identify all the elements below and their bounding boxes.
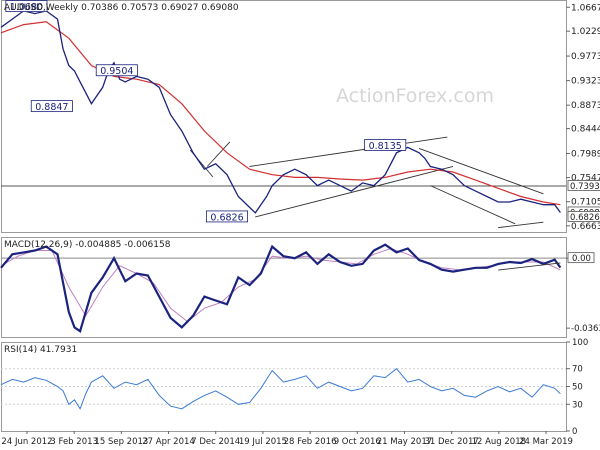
x-tick-label: 21 May 2017 xyxy=(377,437,432,447)
x-tick-label: 15 Sep 2013 xyxy=(94,437,148,447)
x-tick-label: 28 Feb 2016 xyxy=(284,437,337,447)
panel-title-price: AUDUSD,Weekly 0.70386 0.70573 0.69027 0.… xyxy=(4,3,239,13)
price-label: 0.6826 xyxy=(210,212,243,223)
price-label-box xyxy=(205,210,248,223)
y-tick-label: -0.036389 xyxy=(571,324,600,334)
panel-frame xyxy=(1,237,567,338)
price-label-box xyxy=(30,100,73,113)
price-label-box xyxy=(364,139,407,151)
panel-frame xyxy=(1,0,567,233)
trend-line xyxy=(255,166,454,218)
panel-title-macd: MACD(12,26,9) -0.004885 -0.006158 xyxy=(4,240,171,250)
trend-line xyxy=(498,221,544,229)
price-label-box xyxy=(95,64,138,77)
axis-value-label: 0.00 xyxy=(572,254,591,264)
rsi-line xyxy=(0,368,561,410)
axis-value-box xyxy=(567,180,600,191)
y-tick-label: 0 xyxy=(572,427,577,437)
price-label: 0.8135 xyxy=(369,141,402,152)
panel-title-rsi: RSI(14) 41.7931 xyxy=(4,345,77,355)
price-label-box xyxy=(5,0,48,12)
macd-trend-line xyxy=(498,262,561,271)
price-label: 1.0680 xyxy=(10,2,43,13)
x-tick-label: 7 Dec 2014 xyxy=(191,437,240,447)
watermark-text: ActionForex.com xyxy=(336,85,494,107)
macd-line xyxy=(0,243,562,333)
axis-value-box xyxy=(567,252,595,264)
x-tick-label: 19 Jul 2015 xyxy=(239,437,287,447)
y-tick-label: 70 xyxy=(572,365,583,375)
x-tick-label: 24 Jun 2012 xyxy=(1,437,52,447)
y-tick-label: 100 xyxy=(572,338,588,348)
x-tick-label: 9 Oct 2016 xyxy=(334,437,381,447)
axis-value-label: 0.68260 xyxy=(570,213,600,223)
price-label: 0.8847 xyxy=(35,102,68,113)
trend-line xyxy=(249,136,448,167)
trend-line xyxy=(206,141,231,167)
panel-frame xyxy=(1,342,567,432)
y-tick-label: 50 xyxy=(572,383,583,393)
x-tick-label: 24 Mar 2019 xyxy=(519,437,573,447)
axis-value-box xyxy=(567,211,600,222)
trend-line xyxy=(430,185,516,225)
x-tick-label: 3 Feb 2013 xyxy=(50,437,98,447)
x-tick-label: 27 Apr 2014 xyxy=(142,437,195,447)
y-tick-label: 30 xyxy=(572,400,583,410)
x-tick-label: 12 Aug 2018 xyxy=(472,437,526,447)
x-tick-label: 31 Dec 2017 xyxy=(424,437,478,447)
y-tick-label: 1.06670 xyxy=(571,3,600,13)
price-line xyxy=(0,10,561,214)
moving-average-line xyxy=(0,21,561,206)
trend-line xyxy=(418,148,544,195)
price-label: 0.9504 xyxy=(100,66,133,77)
